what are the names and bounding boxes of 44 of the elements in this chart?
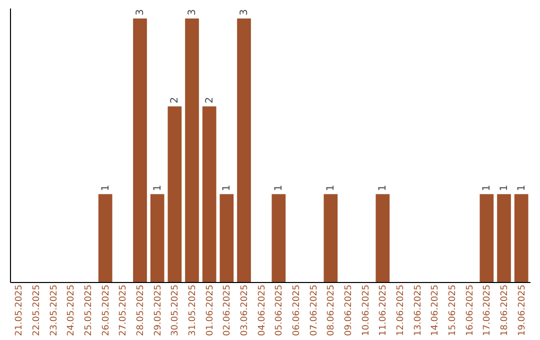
x-tick-label: 08.06.2025 — [326, 284, 337, 336]
x-tick-label: 12.06.2025 — [396, 284, 406, 336]
x-tick-label: 24.05.2025 — [66, 284, 77, 336]
x-tick-label: 06.06.2025 — [292, 284, 302, 336]
x-tick-label: 29.05.2025 — [153, 284, 164, 336]
data-label: 3 — [187, 9, 198, 16]
x-tick-label: 31.05.2025 — [188, 284, 198, 336]
x-tick-label: 23.05.2025 — [49, 284, 60, 336]
x-tick-label: 18.06.2025 — [500, 284, 510, 336]
x-tick-label: 22.05.2025 — [32, 284, 42, 336]
x-tick-label: 17.06.2025 — [482, 284, 493, 336]
x-tick-label: 28.05.2025 — [136, 284, 146, 336]
x-tick-label: 27.05.2025 — [118, 284, 129, 336]
data-label: 2 — [170, 96, 181, 104]
data-label: 1 — [482, 184, 493, 192]
data-label: 1 — [516, 184, 528, 192]
data-label: 1 — [499, 184, 510, 192]
data-label: 1 — [152, 184, 164, 192]
x-tick-label: 30.05.2025 — [170, 284, 181, 336]
data-label: 3 — [135, 9, 146, 16]
x-tick-label: 14.06.2025 — [430, 284, 441, 336]
x-tick-label: 15.06.2025 — [448, 284, 458, 336]
x-tick-label: 09.06.2025 — [344, 284, 354, 336]
data-label: 1 — [100, 184, 112, 192]
x-tick-label: 02.06.2025 — [222, 284, 233, 336]
x-tick-label: 04.06.2025 — [257, 284, 268, 336]
data-label: 1 — [326, 184, 337, 192]
x-tick-label: 10.06.2025 — [361, 284, 372, 336]
x-tick-label: 13.06.2025 — [413, 284, 424, 336]
data-label: 2 — [204, 96, 216, 104]
data-label: 1 — [222, 184, 233, 192]
x-tick-label: 21.05.2025 — [14, 284, 25, 336]
x-tick-label: 07.06.2025 — [309, 284, 320, 336]
x-tick-label: 26.05.2025 — [101, 284, 112, 336]
x-tick-label: 01.06.2025 — [205, 284, 216, 336]
x-tick-label: 16.06.2025 — [465, 284, 476, 336]
x-tick-label: 25.05.2025 — [84, 284, 94, 336]
x-tick-label: 05.06.2025 — [274, 284, 285, 336]
x-tick-label: 19.06.2025 — [517, 284, 528, 336]
x-tick-label: 11.06.2025 — [378, 284, 389, 336]
data-label: 1 — [378, 184, 389, 192]
x-tick-label: 03.06.2025 — [240, 284, 250, 336]
data-label: 1 — [274, 184, 285, 192]
data-label: 3 — [239, 9, 250, 16]
